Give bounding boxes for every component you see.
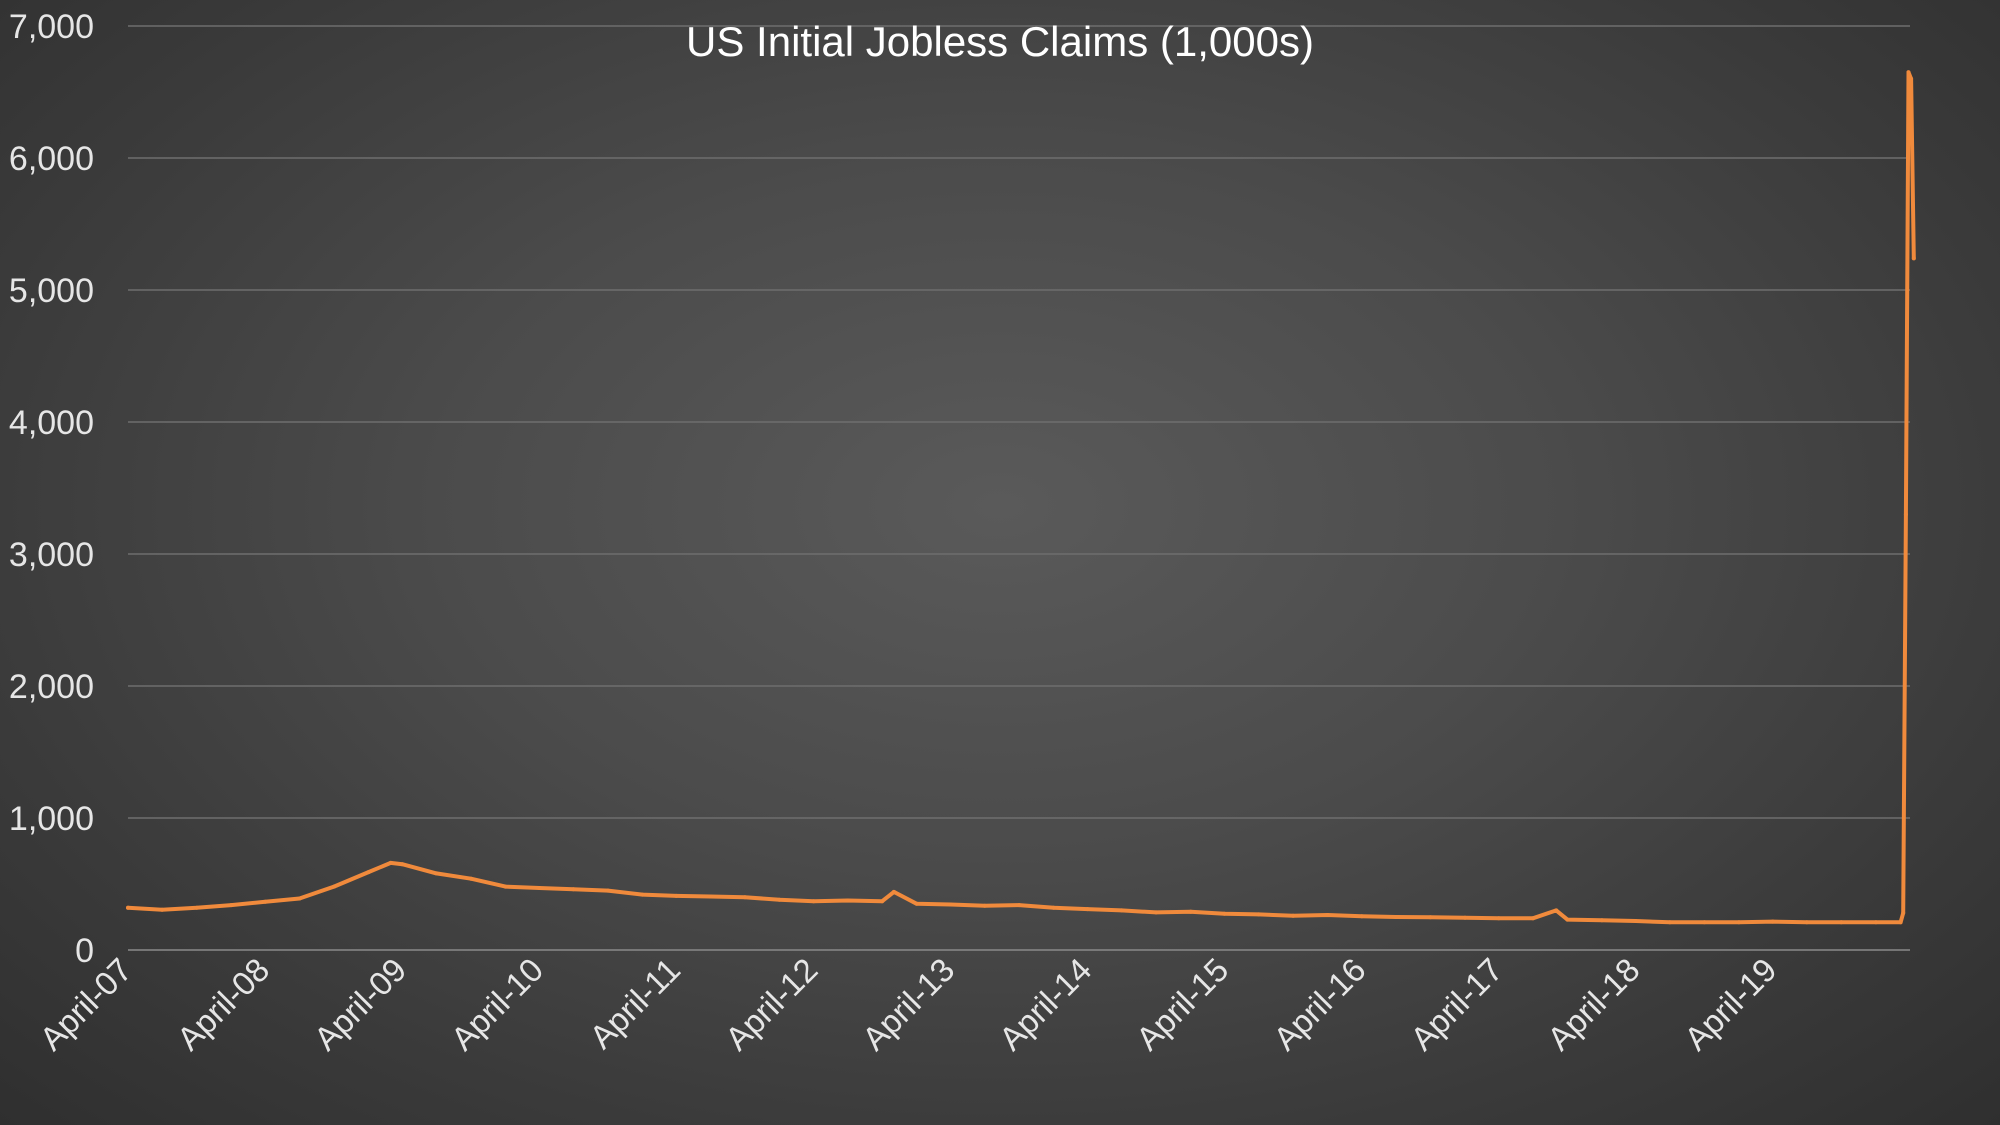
data-point <box>640 892 645 897</box>
x-tick-label: April-10 <box>444 951 551 1058</box>
x-tick-label: April-17 <box>1403 951 1510 1058</box>
data-point <box>1554 908 1559 913</box>
data-point <box>1325 913 1330 917</box>
data-point <box>914 901 919 906</box>
x-tick-label: April-14 <box>992 951 1099 1058</box>
data-point <box>1898 920 1903 925</box>
y-tick-label: 6,000 <box>9 140 94 178</box>
data-point <box>194 905 199 910</box>
data-point <box>1530 916 1535 921</box>
y-axis-labels: 0 1,000 2,000 3,000 4,000 5,000 6,000 7,000 <box>9 8 94 970</box>
data-point <box>297 896 302 901</box>
data-point <box>388 860 393 865</box>
data-point <box>1222 911 1227 916</box>
data-point <box>1599 918 1604 923</box>
data-point <box>1359 914 1364 919</box>
x-tick-label: April-08 <box>170 951 277 1058</box>
data-point <box>571 887 576 892</box>
data-point <box>1911 256 1916 261</box>
data-point <box>503 884 508 889</box>
data-point <box>1903 512 1908 517</box>
data-point <box>1428 915 1433 920</box>
series-line <box>126 70 1916 925</box>
data-point <box>982 903 987 908</box>
y-tick-label: 7,000 <box>9 8 94 46</box>
data-point <box>742 895 747 900</box>
data-point <box>1291 913 1296 918</box>
x-tick-label: April-16 <box>1266 951 1373 1058</box>
data-point <box>880 899 885 904</box>
data-point <box>1633 919 1638 923</box>
data-point <box>1496 916 1501 921</box>
data-point <box>777 897 782 902</box>
data-point <box>1906 70 1911 75</box>
data-point <box>845 898 850 903</box>
data-point <box>1770 919 1775 924</box>
data-point <box>400 862 405 867</box>
chart-title: US Initial Jobless Claims (1,000s) <box>686 18 1314 65</box>
x-tick-label: April-12 <box>718 951 825 1058</box>
data-point <box>1736 920 1741 925</box>
gridlines <box>128 25 1910 951</box>
y-tick-label: 5,000 <box>9 272 94 310</box>
y-tick-label: 1,000 <box>9 800 94 838</box>
data-point <box>1909 76 1914 81</box>
data-point <box>1119 908 1124 913</box>
data-point <box>1873 920 1878 925</box>
y-tick-label: 0 <box>75 932 94 970</box>
x-tick-label: April-19 <box>1677 951 1784 1058</box>
x-tick-label: April-11 <box>582 951 687 1056</box>
data-point <box>434 871 439 876</box>
data-point <box>126 905 130 910</box>
data-point <box>605 888 610 893</box>
data-point <box>811 899 816 904</box>
data-point <box>1463 915 1467 920</box>
data-point <box>1804 920 1809 925</box>
data-point <box>1393 915 1398 919</box>
data-point <box>1256 912 1261 917</box>
data-point <box>1085 907 1090 912</box>
data-point <box>1188 909 1193 914</box>
data-point <box>674 893 679 898</box>
x-tick-label: April-18 <box>1540 951 1647 1058</box>
data-point <box>160 907 165 912</box>
data-point <box>708 894 713 899</box>
data-point <box>366 870 371 875</box>
x-axis-labels: April-07 April-08 April-09 April-10 April-11… <box>32 951 1783 1058</box>
data-point <box>1839 920 1844 925</box>
data-point <box>469 876 473 881</box>
data-point <box>332 884 336 889</box>
x-tick-label: April-15 <box>1129 951 1236 1058</box>
data-point <box>1017 903 1022 908</box>
series-layer <box>126 70 1916 925</box>
data-point <box>1051 905 1056 910</box>
data-point <box>891 889 896 894</box>
x-tick-label: April-09 <box>307 951 414 1058</box>
y-tick-label: 2,000 <box>9 668 94 706</box>
data-point <box>263 899 268 904</box>
data-point <box>1565 917 1570 922</box>
x-tick-label: April-13 <box>855 951 962 1058</box>
data-point <box>1901 911 1906 915</box>
data-point <box>1667 920 1672 925</box>
data-point <box>948 902 953 907</box>
data-point <box>229 903 234 908</box>
data-point <box>1154 910 1159 915</box>
data-point <box>1702 920 1707 925</box>
y-tick-label: 4,000 <box>9 404 94 442</box>
data-point <box>537 886 542 890</box>
y-tick-label: 3,000 <box>9 536 94 574</box>
